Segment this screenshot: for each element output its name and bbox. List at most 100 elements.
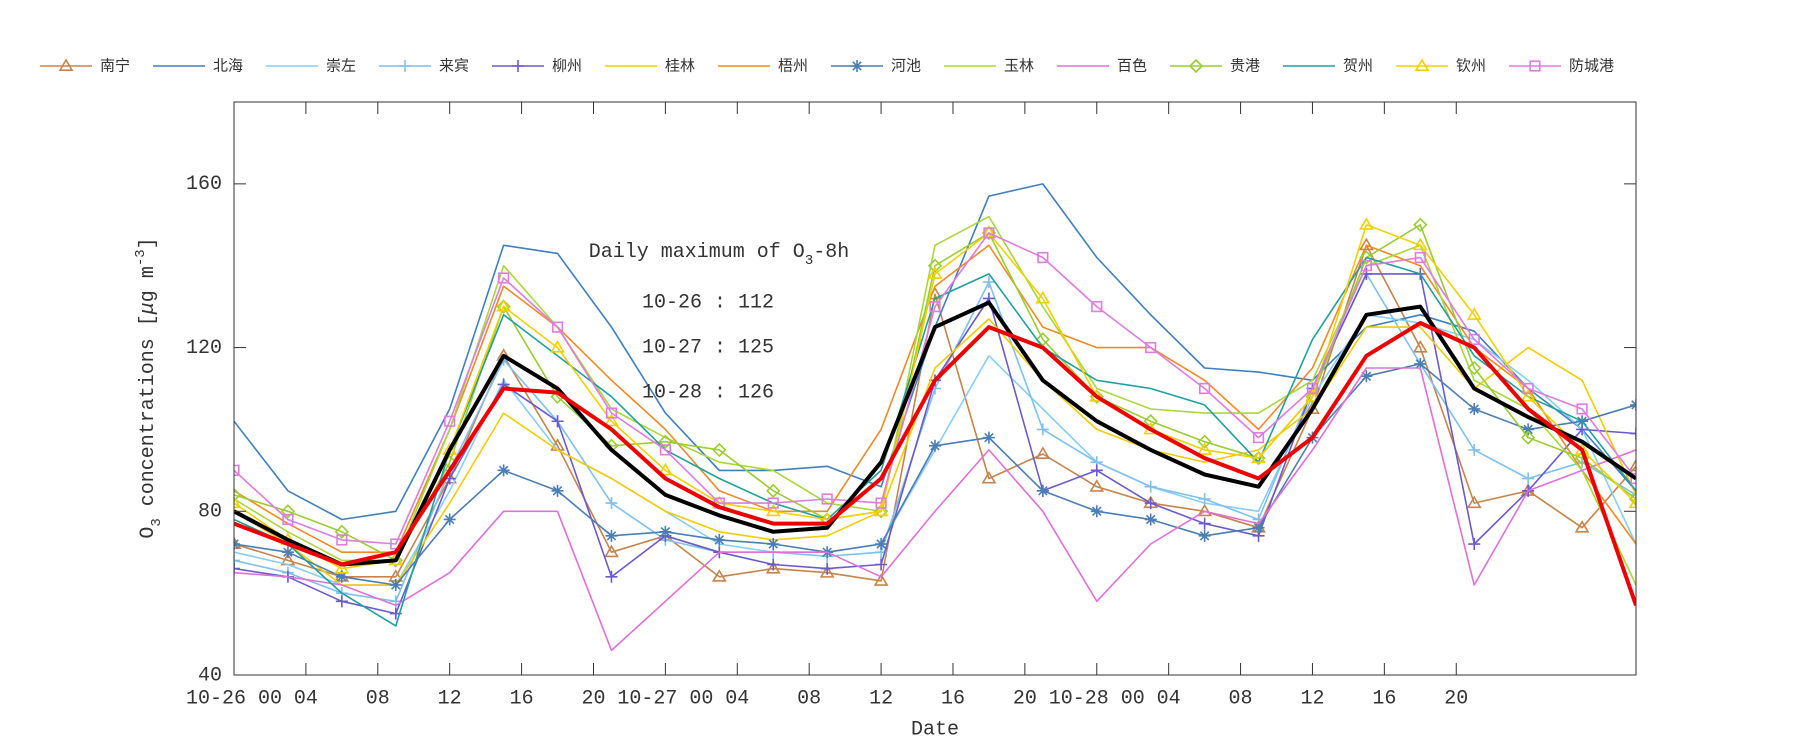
text-segment: μ [137, 302, 160, 315]
marker [1466, 495, 1482, 509]
series-line [234, 232, 1636, 545]
marker [1198, 517, 1211, 530]
marker [234, 562, 240, 575]
legend-label: 防城港 [1569, 57, 1614, 75]
marker [1412, 339, 1428, 353]
marker [1520, 389, 1536, 402]
text-segment: concentrations [ [137, 314, 160, 518]
marker [443, 513, 456, 526]
marker [1252, 521, 1265, 534]
marker [1035, 446, 1051, 459]
text-segment: O [137, 527, 160, 539]
series-line [234, 256, 1636, 627]
marker [335, 595, 348, 608]
marker [1091, 301, 1103, 313]
marker [1197, 434, 1212, 449]
legend-item: 南宁 [40, 57, 130, 75]
marker [712, 442, 727, 458]
text-segment: -8h [813, 241, 849, 264]
marker [659, 525, 672, 538]
marker [1414, 58, 1430, 71]
marker [1197, 442, 1213, 455]
marker [1359, 250, 1374, 265]
marker [1628, 495, 1636, 509]
legend-item: 柳州 [492, 57, 582, 75]
marker [1144, 513, 1157, 526]
marker [711, 569, 727, 582]
marker [1628, 491, 1636, 507]
series-line [234, 244, 1636, 582]
marker [1305, 389, 1320, 402]
marker [399, 60, 411, 72]
text-segment: g m [137, 266, 160, 302]
legend-label: 贵港 [1230, 57, 1260, 75]
marker [873, 504, 889, 519]
marker [1090, 464, 1103, 477]
marker [819, 565, 835, 578]
x-tick-label: 16 [510, 687, 534, 710]
marker [1037, 251, 1049, 264]
x-tick-label: 08 [797, 687, 821, 710]
text-segment: Daily maximum of O [589, 241, 805, 264]
marker [1529, 60, 1541, 72]
marker [1188, 58, 1204, 74]
legend-label: 北海 [213, 57, 243, 75]
marker [875, 497, 887, 509]
legend-item: 防城港 [1509, 57, 1614, 75]
marker [389, 578, 402, 591]
marker [1522, 423, 1535, 436]
marker [929, 301, 941, 313]
marker [1358, 217, 1374, 230]
marker [767, 497, 779, 509]
text-segment: 3 [149, 518, 165, 526]
marker [551, 484, 564, 497]
text-segment: 3 [805, 253, 813, 269]
legend-label: 柳州 [552, 57, 582, 75]
marker [605, 407, 618, 419]
marker [1251, 450, 1266, 466]
marker [335, 570, 348, 583]
marker [1468, 443, 1481, 456]
series [234, 256, 1636, 627]
series-line [234, 244, 1636, 553]
series-line [234, 300, 1636, 567]
axes: 40 80 120 160 10-26 00 04 08 12 16 20 10-27 00 04 08… [186, 101, 1637, 710]
marker [765, 503, 781, 517]
series-line [234, 224, 1636, 570]
marker [334, 524, 349, 539]
marker [1414, 357, 1427, 370]
marker [281, 546, 294, 559]
marker [498, 272, 510, 284]
marker [1467, 360, 1482, 376]
series-line [234, 367, 1636, 652]
marker [234, 495, 242, 509]
marker [875, 538, 888, 551]
marker [929, 439, 941, 452]
marker [1522, 382, 1534, 395]
marker [1468, 402, 1481, 415]
text-segment: -3 [133, 249, 149, 266]
marker [234, 464, 240, 476]
marker [234, 554, 240, 567]
annotation-line: 10-28 : 126 [642, 381, 774, 404]
legend-item: 玉林 [944, 57, 1034, 75]
marker [1630, 427, 1636, 440]
series-line [234, 318, 1636, 586]
marker [875, 558, 888, 571]
marker [58, 58, 74, 71]
legend-item: 桂林 [605, 57, 695, 75]
marker [282, 513, 294, 526]
y-tick-label: 80 [198, 501, 222, 524]
marker [982, 276, 995, 289]
marker [927, 258, 943, 273]
legend-label: 来宾 [439, 57, 469, 75]
marker [1144, 480, 1157, 493]
legend-label: 河池 [891, 57, 921, 75]
marker [234, 487, 242, 503]
x-tick-label: 12 [1300, 687, 1324, 710]
marker [659, 444, 671, 456]
x-tick-label: 16 [941, 687, 965, 710]
marker [1144, 497, 1157, 510]
marker [388, 553, 403, 568]
